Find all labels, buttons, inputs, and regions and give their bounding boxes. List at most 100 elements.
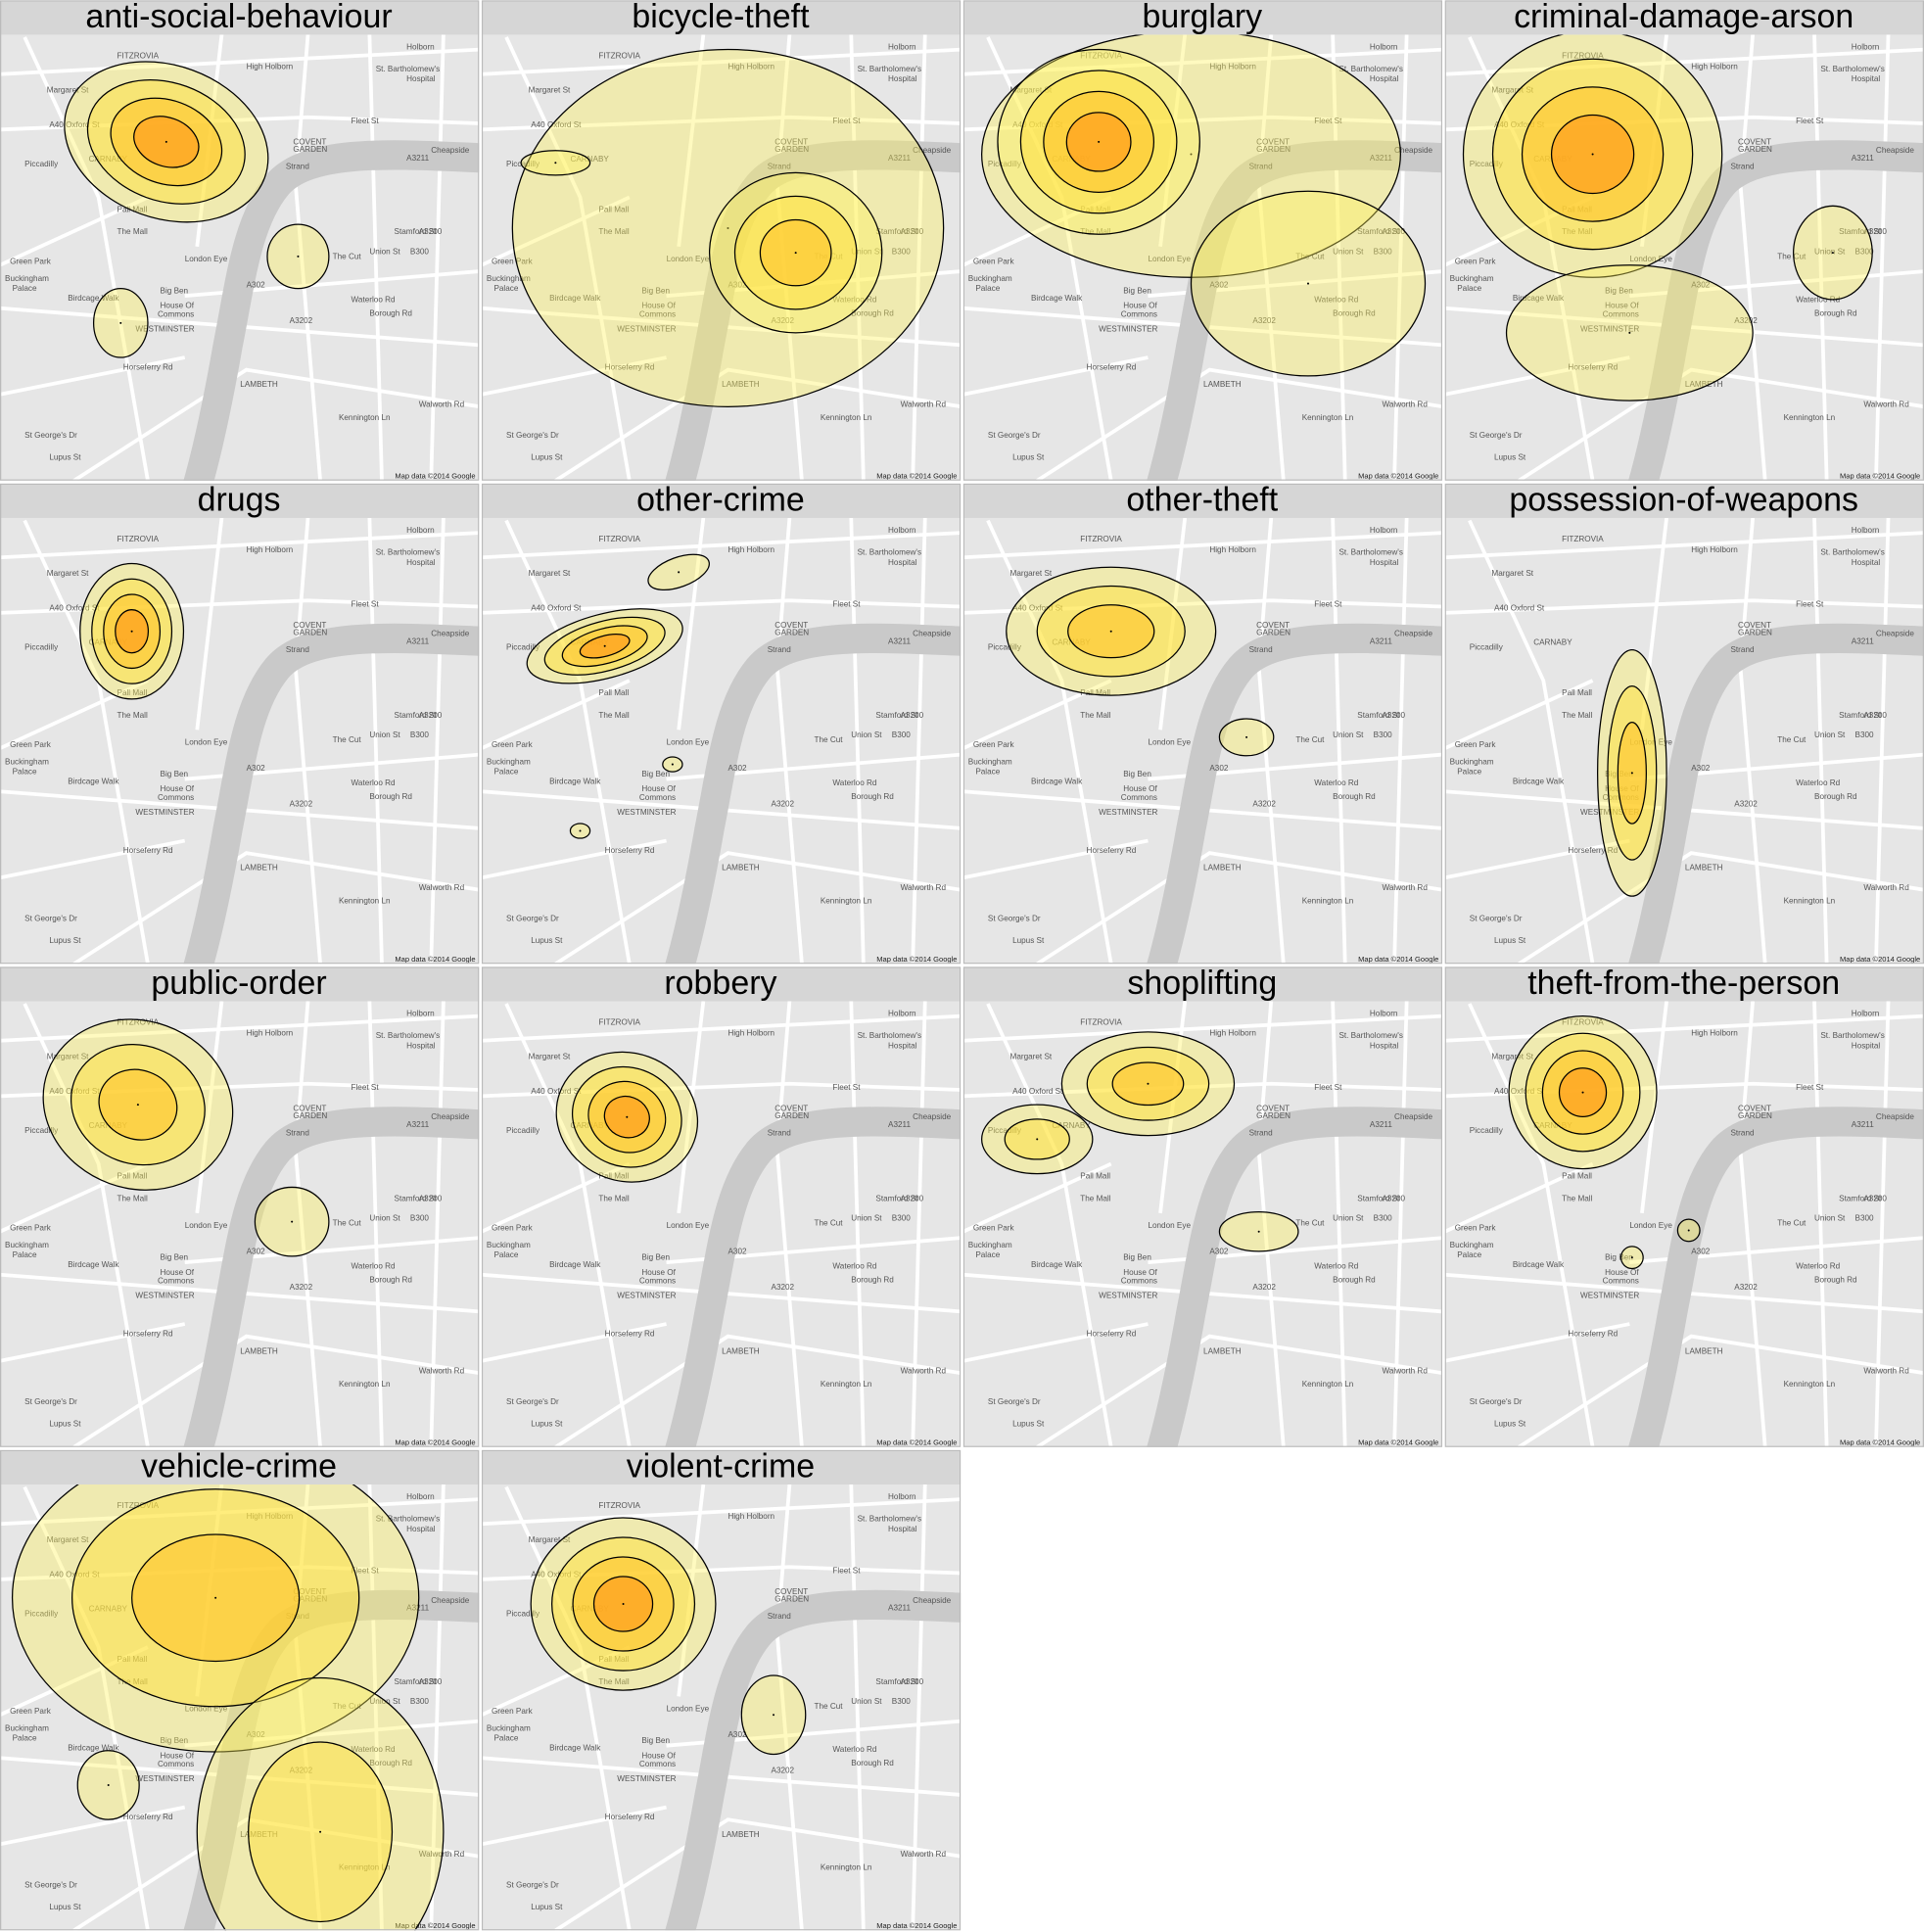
map-label: Horseferry Rd (123, 846, 173, 855)
road (0, 531, 480, 560)
road (1874, 517, 1891, 965)
map-label: Holborn (406, 1492, 435, 1501)
map-label: Strand (1249, 163, 1273, 171)
map-label: Big Ben (1123, 1253, 1151, 1262)
road (1518, 851, 1924, 965)
title-strip (0, 966, 480, 1002)
map-label: Walworth Rd (1863, 883, 1909, 892)
map-label: Borough Rd (851, 308, 894, 317)
map-label: A3211 (1370, 636, 1392, 645)
map-label: Big Ben (1605, 287, 1633, 296)
map-label: London Eye (1629, 255, 1672, 263)
road (1444, 531, 1924, 560)
map-label: House Of (1123, 784, 1157, 793)
map-label: Cheapside (913, 1596, 951, 1605)
map-label: Cheapside (431, 630, 469, 638)
map-label: COVENT (293, 1104, 326, 1112)
map-label: Kennington Ln (1302, 1380, 1354, 1389)
map-label: Horseferry Rd (1087, 363, 1137, 372)
map-label: A40 Oxford St (531, 120, 582, 129)
map-label: LAMBETH (240, 1346, 278, 1355)
map-label: B300 (1374, 730, 1393, 739)
road (481, 1805, 667, 1847)
density-peak (1190, 153, 1193, 156)
map-label: Union St (851, 247, 882, 256)
map-label: WESTMINSTER (135, 808, 194, 817)
map-label: Holborn (888, 1492, 916, 1501)
map-label: St. Bartholomew's (1338, 1031, 1402, 1040)
map-label: London Eye (667, 737, 710, 746)
map-label: House Of (161, 1751, 195, 1760)
map-label: Kennington Ln (1784, 897, 1836, 906)
panel-title: violent-crime (627, 1448, 815, 1485)
density-peak (136, 1104, 139, 1107)
map-label: Birdcage Walk (68, 1744, 119, 1753)
map-label: Pall Mall (1080, 1172, 1110, 1181)
map-label: Margaret St (47, 1053, 89, 1061)
map-label: GARDEN (1738, 145, 1772, 154)
map-label: Commons (1121, 310, 1157, 319)
road (1331, 34, 1347, 481)
map-label: Buckingham (487, 1241, 531, 1249)
map-label: Lupus St (1494, 1419, 1526, 1428)
map-label: Fleet St (832, 1083, 861, 1092)
map-label: Strand (286, 1129, 309, 1138)
map-label: B300 (1855, 730, 1875, 739)
map-label: St. Bartholomew's (1820, 548, 1884, 557)
map-label: Green Park (10, 1707, 52, 1716)
road (1518, 1334, 1924, 1447)
road (677, 34, 706, 248)
map-label: The Mall (1080, 1194, 1110, 1202)
attribution: Map data ©2014 Google (395, 1921, 475, 1930)
map-label: A302 (1209, 1247, 1229, 1255)
map-label: Buckingham (1450, 274, 1494, 283)
map-label: Pall Mall (1562, 1172, 1592, 1181)
map-label: FITZROVIA (598, 535, 640, 543)
map-label: Palace (1457, 768, 1481, 777)
road (1812, 1001, 1829, 1447)
road (1640, 1001, 1668, 1214)
map-label: COVENT (774, 621, 808, 630)
road (367, 34, 384, 481)
map-label: A3200 (901, 227, 924, 236)
map-label: Horseferry Rd (605, 1813, 655, 1821)
map-label: Green Park (492, 257, 534, 265)
map-label: Waterloo Rd (1796, 778, 1840, 787)
road (0, 679, 149, 750)
title-strip (962, 483, 1443, 518)
map-label: Buckingham (1450, 758, 1494, 767)
map-label: B300 (410, 1697, 430, 1706)
map-label: Lupus St (1494, 936, 1526, 945)
map-label: A3200 (1863, 711, 1887, 720)
road (481, 1161, 631, 1234)
road (1444, 1161, 1594, 1234)
map-label: St George's Dr (1470, 431, 1523, 440)
map-label: Horseferry Rd (1568, 846, 1618, 855)
road (962, 47, 1443, 76)
map-label: Buckingham (5, 274, 49, 283)
map-label: Pall Mall (598, 688, 629, 697)
map-label: St. Bartholomew's (1338, 65, 1402, 73)
map-label: Stamford St (1357, 711, 1400, 720)
map-label: The Mall (598, 1194, 629, 1202)
attribution: Map data ©2014 Google (1358, 471, 1438, 480)
map-label: A3202 (772, 1283, 795, 1292)
road (554, 1817, 962, 1931)
map-label: A302 (727, 1730, 747, 1739)
map-label: Borough Rd (369, 1275, 412, 1284)
map-label: Commons (1121, 793, 1157, 802)
panel-title: possession-of-weapons (1509, 482, 1858, 519)
map-label: Cheapside (431, 1596, 469, 1605)
map-label: High Holborn (247, 1029, 294, 1038)
map-label: A3200 (419, 227, 443, 236)
map-label: St. Bartholomew's (376, 548, 440, 557)
map-label: Margaret St (47, 569, 89, 578)
map-label: Strand (1730, 163, 1754, 171)
map-label: WESTMINSTER (135, 325, 194, 334)
density-peak (579, 829, 582, 832)
map-label: The Mall (1080, 711, 1110, 720)
map-label: A302 (1691, 280, 1711, 289)
map-label: Buckingham (487, 274, 531, 283)
map-label: Cheapside (913, 630, 951, 638)
